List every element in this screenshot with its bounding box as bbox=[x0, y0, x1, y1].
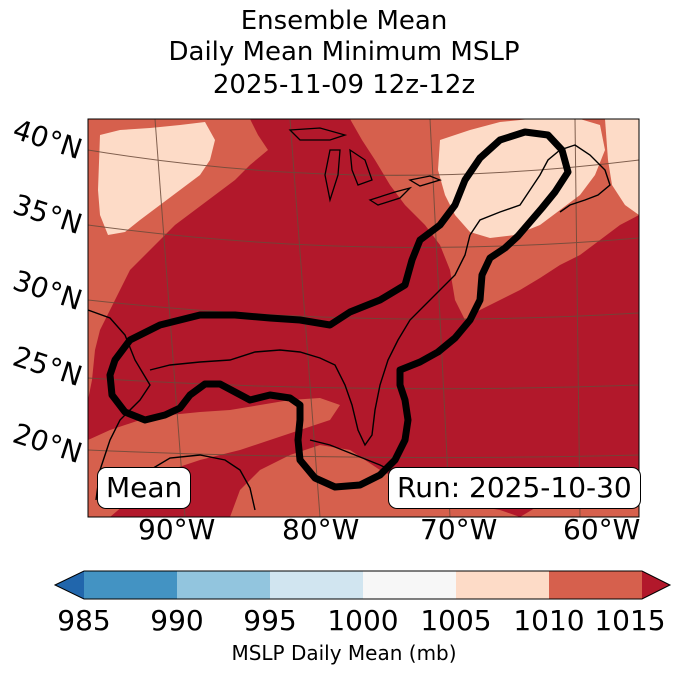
grid-lon-70 bbox=[429, 119, 451, 517]
colorbar-tick-1000: 1000 bbox=[327, 604, 399, 637]
colorbar-swatch-2 bbox=[177, 571, 271, 599]
field-1005-west bbox=[98, 122, 215, 235]
lake-ontario bbox=[408, 175, 442, 187]
map-frame bbox=[87, 118, 640, 518]
colorbar-swatch-5 bbox=[456, 571, 550, 599]
lon-label-80: 80°W bbox=[282, 513, 360, 546]
lon-label-70: 70°W bbox=[420, 513, 498, 546]
colorbar-title: MSLP Daily Mean (mb) bbox=[231, 641, 457, 665]
colorbar bbox=[53, 570, 672, 600]
grid-lon-90 bbox=[154, 119, 186, 517]
contour-1015 bbox=[106, 128, 572, 491]
colorbar-tick-1015: 1015 bbox=[594, 604, 666, 637]
field-1005-east-edge bbox=[605, 119, 639, 215]
coast-gulf bbox=[88, 234, 471, 501]
grid-lat-40 bbox=[88, 149, 639, 176]
great-lakes bbox=[288, 127, 442, 206]
mean-label-box: Mean bbox=[97, 467, 192, 509]
title-line-3: 2025-11-09 12z-12z bbox=[212, 70, 476, 100]
colorbar-swatch-6 bbox=[549, 571, 643, 599]
coastlines bbox=[88, 144, 611, 511]
grid-lat-25 bbox=[88, 377, 639, 390]
title-line-1: Ensemble Mean bbox=[240, 6, 448, 36]
colorbar-swatch-4 bbox=[363, 571, 457, 599]
colorbar-extend-low bbox=[55, 571, 84, 599]
lake-superior bbox=[288, 127, 348, 141]
lake-michigan bbox=[324, 149, 341, 203]
coast-yucatan bbox=[149, 454, 256, 511]
title-line-2: Daily Mean Minimum MSLP bbox=[168, 37, 520, 67]
colorbar-outline bbox=[53, 570, 672, 600]
colorbar-tick-1010: 1010 bbox=[513, 604, 585, 637]
grid-lon-60 bbox=[574, 119, 581, 517]
field-1010-gulf-south bbox=[88, 398, 340, 517]
lake-erie bbox=[368, 186, 413, 206]
colorbar-swatch-3 bbox=[270, 571, 363, 599]
colorbar-tick-990: 990 bbox=[150, 604, 204, 637]
lon-label-60: 60°W bbox=[563, 513, 641, 546]
colorbar-tick-985: 985 bbox=[57, 604, 111, 637]
grid-lat-30 bbox=[88, 299, 639, 320]
lon-label-90: 90°W bbox=[138, 513, 216, 546]
run-date-box: Run: 2025-10-30 bbox=[388, 467, 641, 509]
colorbar-extend-high bbox=[642, 571, 670, 599]
coast-northeast bbox=[469, 144, 611, 236]
colorbar-tick-995: 995 bbox=[243, 604, 297, 637]
colorbar-tick-1005: 1005 bbox=[420, 604, 492, 637]
colorbar-swatch-1 bbox=[84, 571, 178, 599]
lake-huron bbox=[349, 148, 373, 186]
